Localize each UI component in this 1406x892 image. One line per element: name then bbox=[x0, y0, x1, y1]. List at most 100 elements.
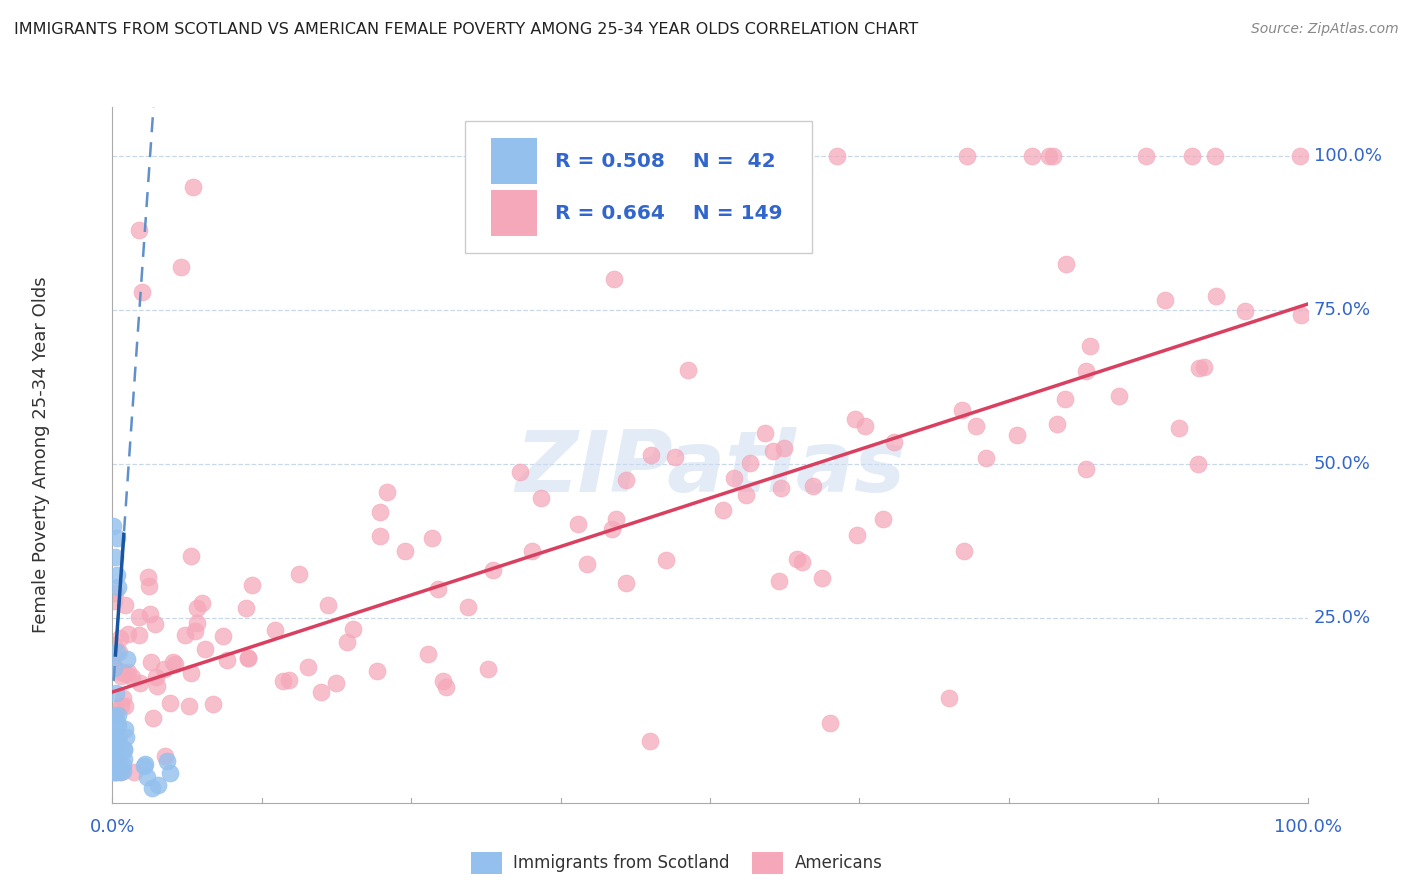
Point bbox=[114, 722, 136, 736]
Point bbox=[110, 764, 132, 779]
Point bbox=[134, 756, 156, 771]
Text: 25.0%: 25.0% bbox=[1313, 609, 1371, 627]
Point bbox=[117, 665, 139, 679]
Point bbox=[105, 568, 128, 582]
Point bbox=[103, 729, 125, 743]
Text: R = 0.508    N =  42: R = 0.508 N = 42 bbox=[554, 152, 775, 170]
Point bbox=[342, 622, 364, 636]
Point bbox=[614, 473, 637, 487]
Point bbox=[131, 285, 153, 299]
Point bbox=[194, 641, 217, 656]
Point bbox=[638, 734, 662, 748]
Point bbox=[110, 665, 132, 679]
Point bbox=[952, 544, 974, 558]
Point bbox=[110, 745, 132, 759]
FancyBboxPatch shape bbox=[465, 121, 811, 253]
Point bbox=[263, 623, 285, 637]
Point bbox=[1135, 149, 1157, 163]
Point bbox=[153, 748, 176, 763]
Point bbox=[105, 645, 128, 659]
Text: Immigrants from Scotland: Immigrants from Scotland bbox=[513, 855, 730, 872]
Point bbox=[375, 485, 398, 500]
Point bbox=[141, 780, 163, 795]
Point bbox=[1076, 364, 1098, 378]
Point bbox=[956, 149, 979, 163]
Point bbox=[605, 512, 627, 526]
Point bbox=[1053, 392, 1076, 407]
Point bbox=[146, 679, 169, 693]
Point bbox=[1046, 417, 1069, 431]
Point bbox=[104, 722, 127, 736]
Text: Female Poverty Among 25-34 Year Olds: Female Poverty Among 25-34 Year Olds bbox=[32, 277, 49, 633]
Point bbox=[844, 412, 866, 426]
Point bbox=[104, 737, 127, 751]
Point bbox=[974, 451, 997, 466]
Point bbox=[107, 708, 129, 723]
Point bbox=[271, 674, 294, 689]
Point bbox=[159, 696, 181, 710]
Point bbox=[520, 543, 543, 558]
Point bbox=[1080, 339, 1102, 353]
Point bbox=[811, 571, 834, 585]
Point bbox=[965, 419, 987, 434]
Point bbox=[145, 670, 167, 684]
Point bbox=[790, 555, 813, 569]
Point bbox=[477, 662, 499, 676]
Point bbox=[664, 450, 686, 464]
Point bbox=[114, 699, 136, 714]
Point bbox=[288, 567, 311, 582]
Point bbox=[104, 586, 127, 600]
Point bbox=[114, 666, 136, 681]
Point bbox=[426, 582, 449, 597]
Point bbox=[575, 557, 598, 571]
Point bbox=[136, 770, 159, 784]
Point bbox=[163, 657, 186, 672]
Point bbox=[370, 529, 392, 543]
Point bbox=[146, 778, 169, 792]
Point bbox=[754, 426, 776, 441]
Point bbox=[105, 764, 128, 779]
Point bbox=[1194, 359, 1216, 374]
Point bbox=[278, 673, 301, 688]
Bar bbox=[491, 138, 537, 184]
Point bbox=[111, 764, 134, 778]
Text: 100.0%: 100.0% bbox=[1274, 818, 1341, 836]
Point bbox=[1108, 389, 1130, 403]
Point bbox=[762, 444, 785, 458]
Text: IMMIGRANTS FROM SCOTLAND VS AMERICAN FEMALE POVERTY AMONG 25-34 YEAR OLDS CORREL: IMMIGRANTS FROM SCOTLAND VS AMERICAN FEM… bbox=[14, 22, 918, 37]
Point bbox=[108, 764, 131, 779]
Point bbox=[655, 553, 678, 567]
Point bbox=[212, 629, 235, 643]
Point bbox=[420, 531, 443, 545]
Point bbox=[846, 528, 869, 542]
Point bbox=[143, 617, 166, 632]
Point bbox=[735, 488, 758, 502]
Point bbox=[115, 731, 138, 745]
Point bbox=[801, 479, 824, 493]
Point bbox=[336, 635, 359, 649]
Point bbox=[309, 685, 332, 699]
Point bbox=[117, 652, 139, 666]
Point bbox=[818, 715, 841, 730]
Point bbox=[640, 448, 662, 462]
Point bbox=[555, 223, 578, 237]
Point bbox=[108, 645, 131, 659]
Point bbox=[101, 518, 124, 533]
Point bbox=[112, 743, 135, 757]
Point bbox=[110, 669, 132, 683]
Point bbox=[101, 746, 124, 760]
Point bbox=[108, 730, 131, 744]
Point bbox=[1205, 289, 1227, 303]
Point bbox=[104, 709, 127, 723]
Point bbox=[107, 731, 129, 746]
Point bbox=[1187, 457, 1209, 471]
Point bbox=[1181, 149, 1204, 163]
Point bbox=[711, 503, 734, 517]
Point bbox=[177, 699, 200, 714]
Point bbox=[1153, 293, 1175, 307]
Point bbox=[174, 628, 197, 642]
Point bbox=[786, 552, 808, 566]
Point bbox=[139, 607, 162, 621]
Point bbox=[825, 149, 848, 163]
Point bbox=[138, 579, 160, 593]
